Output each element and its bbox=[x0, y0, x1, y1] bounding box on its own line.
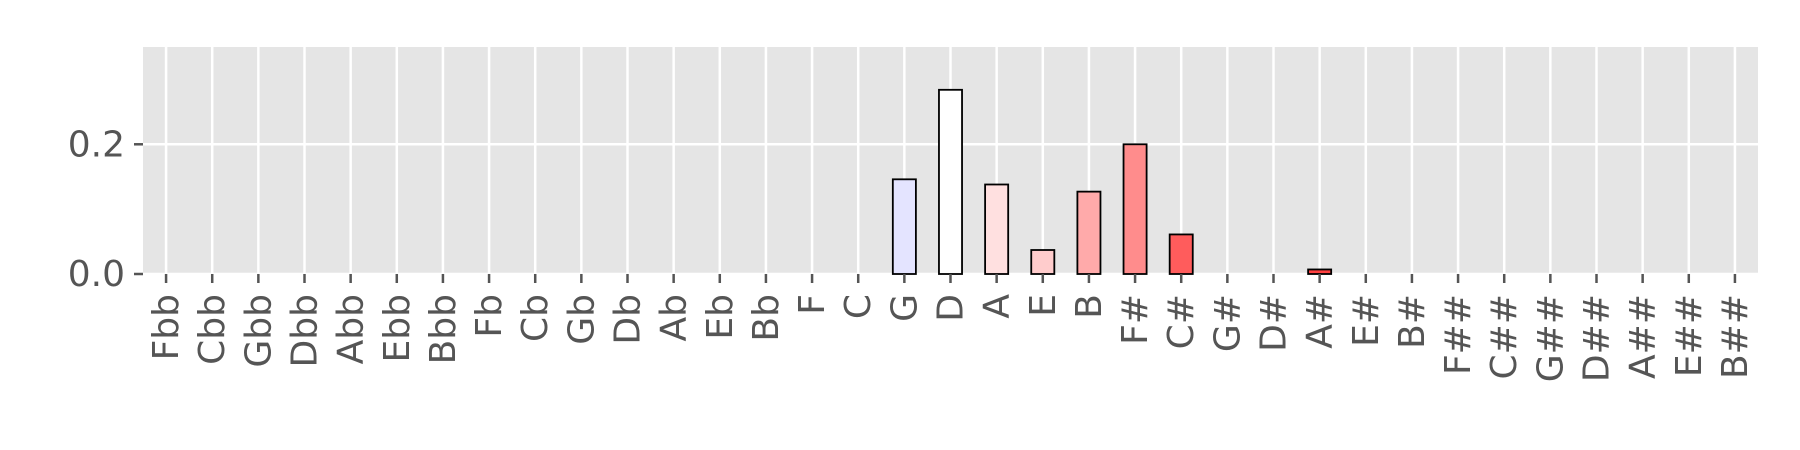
x-tick-label: G bbox=[884, 294, 925, 322]
x-tick-label: E## bbox=[1669, 294, 1710, 377]
x-tick-label: Eb bbox=[700, 294, 741, 340]
x-tick-label: C# bbox=[1161, 294, 1202, 349]
x-tick-label: B# bbox=[1392, 294, 1433, 349]
x-tick-label: Dbb bbox=[285, 294, 326, 367]
x-tick-label: F# bbox=[1115, 294, 1156, 345]
x-tick-label: Cbb bbox=[192, 294, 233, 365]
x-tick-label: D## bbox=[1577, 294, 1618, 382]
x-tick-label: Ebb bbox=[377, 294, 418, 362]
x-tick-label: A## bbox=[1623, 294, 1664, 379]
x-tick-label: E bbox=[1023, 294, 1064, 317]
x-tick-label: B## bbox=[1715, 294, 1756, 379]
x-tick-label: Fb bbox=[469, 294, 510, 338]
x-tick-label: Gb bbox=[561, 294, 602, 345]
bar bbox=[1030, 249, 1056, 275]
x-tick-label: Bb bbox=[746, 294, 787, 342]
y-tick-label: 0.0 bbox=[68, 254, 125, 295]
bar bbox=[1307, 268, 1333, 275]
bar bbox=[891, 178, 917, 275]
x-tick-label: G# bbox=[1207, 294, 1248, 352]
bar bbox=[938, 88, 963, 275]
x-tick-label: C bbox=[838, 294, 879, 319]
x-tick-label: C## bbox=[1484, 294, 1525, 379]
x-tick-label: Abb bbox=[331, 294, 372, 364]
x-tick-label: B bbox=[1069, 294, 1110, 319]
x-tick-label: D# bbox=[1254, 294, 1295, 352]
x-tick-label: F bbox=[792, 294, 833, 315]
x-tick-label: D bbox=[931, 294, 972, 322]
x-tick-label: Cb bbox=[515, 294, 556, 342]
x-tick-label: F## bbox=[1438, 294, 1479, 375]
x-tick-label: Bbb bbox=[423, 294, 464, 364]
x-tick-label: Ab bbox=[654, 294, 695, 341]
bar bbox=[1122, 143, 1148, 275]
bar bbox=[1076, 190, 1102, 275]
x-tick-label: A bbox=[977, 294, 1018, 319]
x-tick-label: Gbb bbox=[238, 294, 279, 368]
bar bbox=[1168, 233, 1194, 275]
x-tick-label: Fbb bbox=[146, 294, 187, 360]
x-tick-label: E# bbox=[1346, 294, 1387, 347]
y-tick-label: 0.2 bbox=[68, 124, 125, 165]
x-tick-label: A# bbox=[1300, 294, 1341, 349]
x-tick-label: G## bbox=[1530, 294, 1571, 382]
bar bbox=[984, 183, 1010, 275]
x-tick-label: Db bbox=[608, 294, 649, 345]
